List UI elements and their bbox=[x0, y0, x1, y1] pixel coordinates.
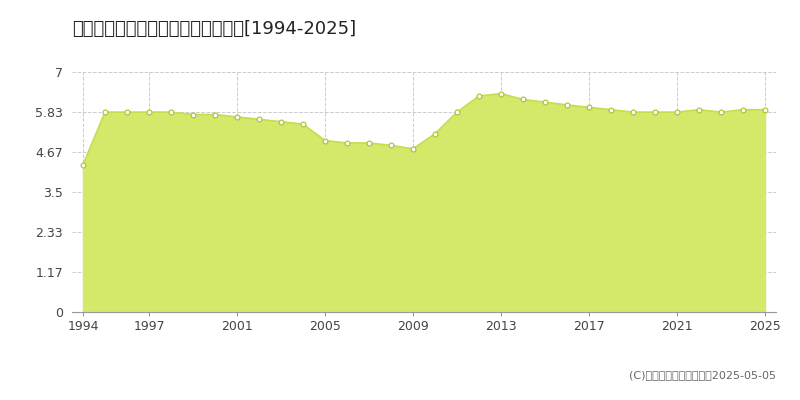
Text: (C)土地価格ドットコム　2025-05-05: (C)土地価格ドットコム 2025-05-05 bbox=[629, 370, 776, 380]
Text: 東田川郡三川町横山　公示地価推移[1994-2025]: 東田川郡三川町横山 公示地価推移[1994-2025] bbox=[72, 20, 356, 38]
